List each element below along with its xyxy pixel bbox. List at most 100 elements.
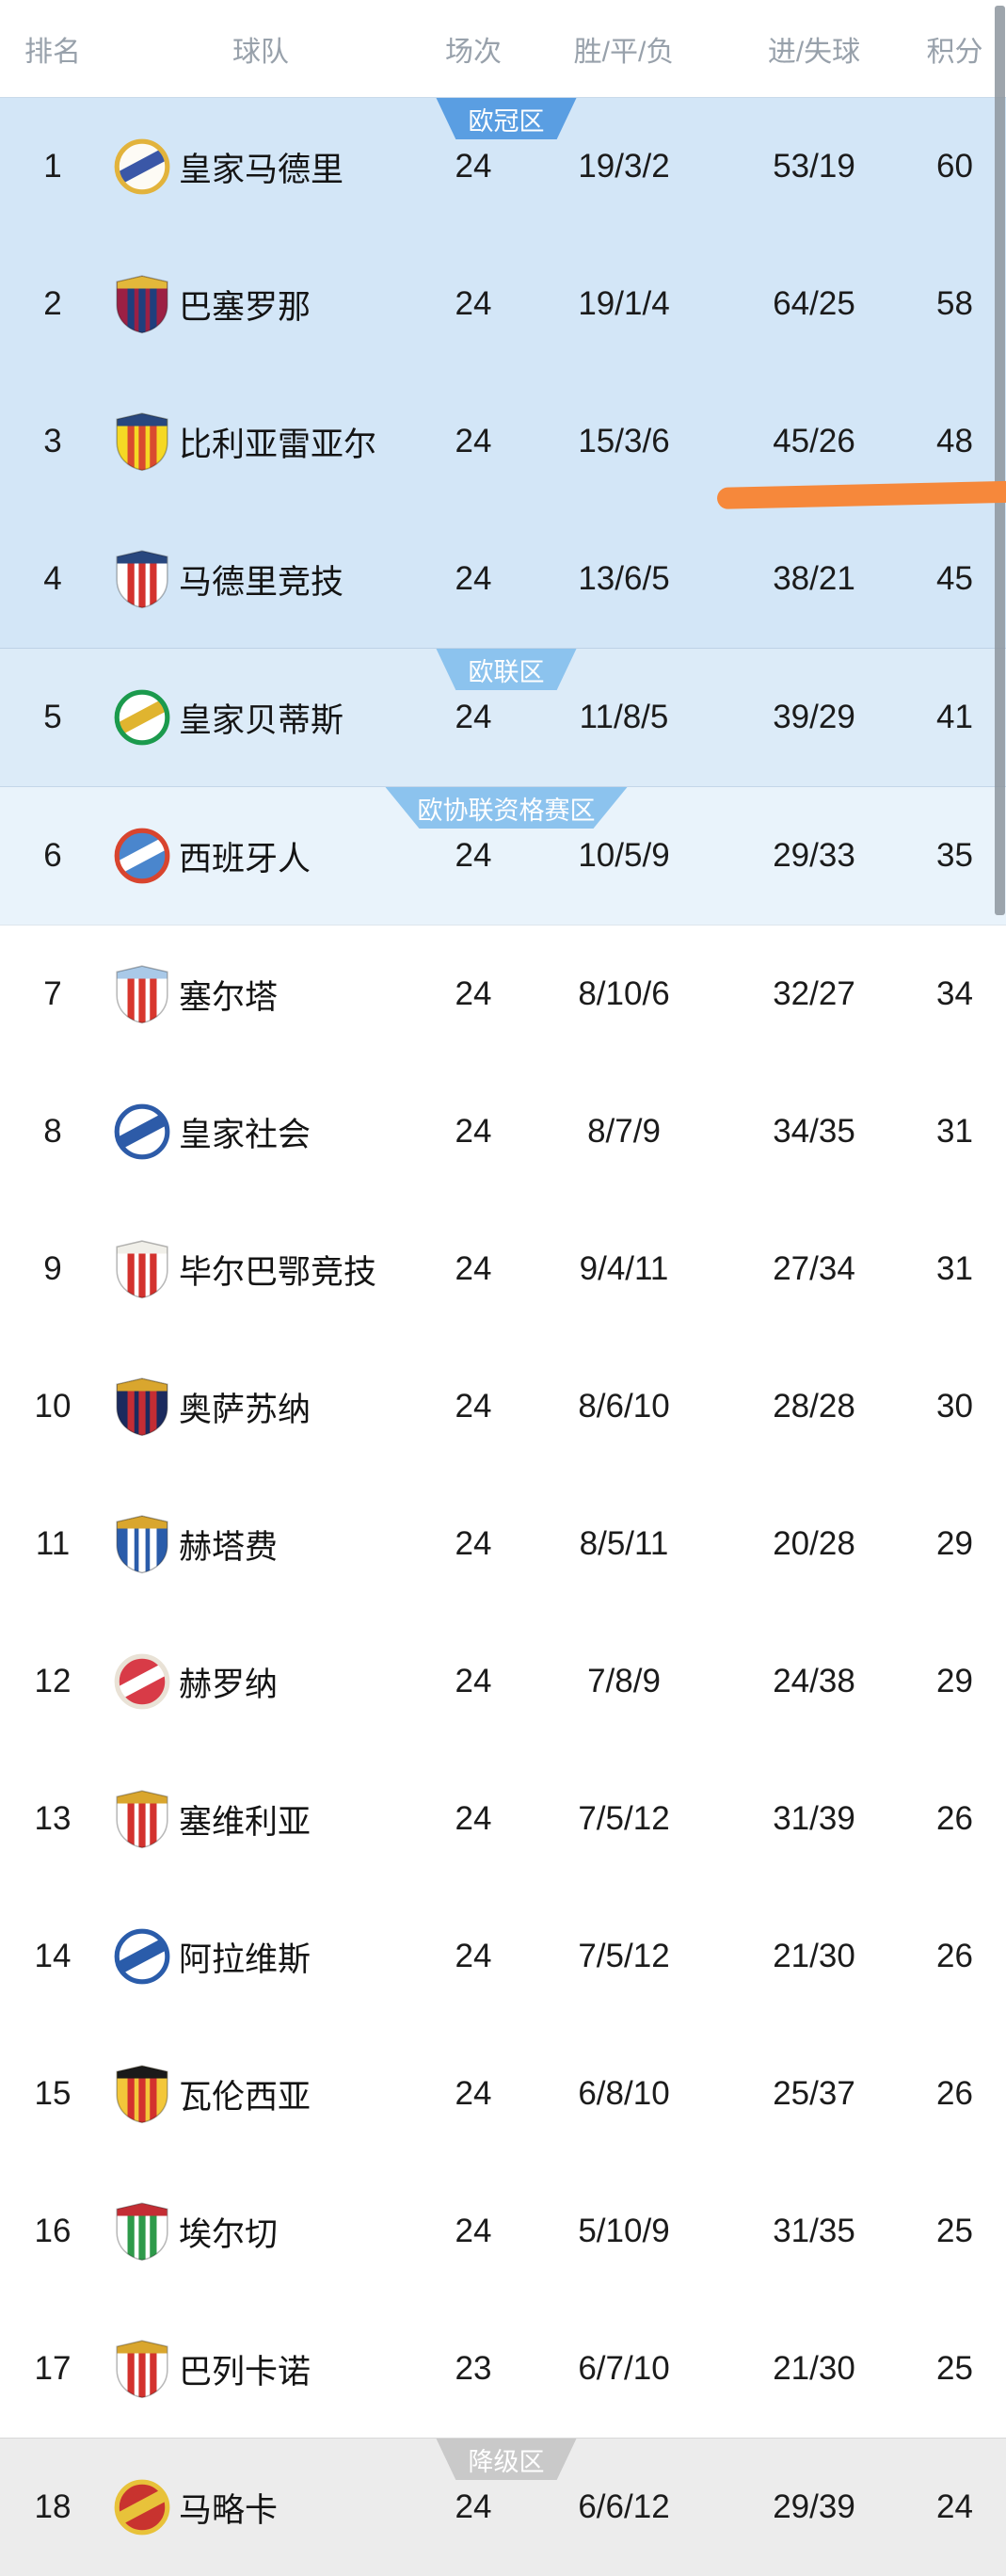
- girona-crest: [105, 1650, 179, 1713]
- table-row[interactable]: 10 奥萨苏纳 24 8/6/10 28/28 30: [0, 1338, 1006, 1475]
- wdl-cell: 7/5/12: [578, 1800, 670, 1837]
- table-row[interactable]: 8 皇家社会 24 8/7/9 34/35 31: [0, 1063, 1006, 1200]
- elche-crest: [105, 2200, 179, 2262]
- table-row[interactable]: 4 马德里竞技 24 13/6/5 38/21 45: [0, 510, 1006, 648]
- table-row[interactable]: 3 比利亚雷亚尔 24 15/3/6 45/26 48: [0, 373, 1006, 510]
- team-name: 塞尔塔: [179, 978, 279, 1016]
- points-cell: 31: [936, 1250, 973, 1287]
- played-cell: 24: [455, 699, 492, 735]
- rank-cell: 3: [43, 423, 62, 459]
- team-name: 塞维利亚: [179, 1803, 311, 1841]
- goals-cell: 29/33: [773, 837, 855, 874]
- table-row[interactable]: 17 巴列卡诺 23 6/7/10 21/30 25: [0, 2300, 1006, 2438]
- goals-cell: 25/37: [773, 2075, 855, 2112]
- points-cell: 58: [936, 285, 973, 322]
- table-row[interactable]: 15 瓦伦西亚 24 6/8/10 25/37 26: [0, 2025, 1006, 2163]
- barcelona-crest: [105, 273, 179, 335]
- team-name: 赫罗纳: [179, 1666, 279, 1703]
- points-cell: 41: [936, 699, 973, 735]
- getafe-crest: [105, 1513, 179, 1575]
- crest-image: [114, 2479, 170, 2536]
- crest-image: [116, 1240, 168, 1299]
- crest-image: [116, 1515, 168, 1574]
- points-cell: 26: [936, 1938, 973, 1974]
- rank-cell: 17: [34, 2350, 72, 2387]
- table-row[interactable]: 5 皇家贝蒂斯 24 11/8/5 39/29 41: [0, 649, 1006, 786]
- team-name: 巴列卡诺: [179, 2353, 311, 2391]
- team-name: 西班牙人: [179, 840, 311, 877]
- table-row[interactable]: 1 皇家马德里 24 19/3/2 53/19 60: [0, 98, 1006, 235]
- table-row[interactable]: 12 赫罗纳 24 7/8/9 24/38 29: [0, 1613, 1006, 1750]
- table-row[interactable]: 18 马略卡 24 6/6/12 29/39 24: [0, 2439, 1006, 2576]
- scrollbar-thumb[interactable]: [995, 6, 1005, 915]
- points-cell: 35: [936, 837, 973, 874]
- goals-cell: 53/19: [773, 148, 855, 185]
- played-cell: 23: [455, 2350, 492, 2387]
- zone-relegation: 降级区 18 马略卡 24 6/6/12 29/39 24: [0, 2438, 1006, 2576]
- table-row[interactable]: 16 埃尔切 24 5/10/9 31/35 25: [0, 2163, 1006, 2300]
- col-header-played: 场次: [445, 36, 502, 68]
- wdl-cell: 10/5/9: [578, 837, 670, 874]
- zone-europa-league: 欧联区 5 皇家贝蒂斯 24 11/8/5 39/29 41: [0, 648, 1006, 786]
- team-name: 阿拉维斯: [179, 1940, 311, 1978]
- wdl-cell: 19/1/4: [578, 285, 670, 322]
- villarreal-crest: [105, 411, 179, 473]
- goals-cell: 31/35: [773, 2213, 855, 2249]
- table-row[interactable]: 6 西班牙人 24 10/5/9 29/33 35: [0, 787, 1006, 925]
- points-cell: 25: [936, 2350, 973, 2387]
- rank-cell: 16: [34, 2213, 72, 2249]
- crest-image: [116, 2065, 168, 2124]
- points-cell: 34: [936, 975, 973, 1012]
- sevilla-crest: [105, 1788, 179, 1850]
- goals-cell: 29/39: [773, 2488, 855, 2525]
- crest-image: [116, 2202, 168, 2262]
- table-row[interactable]: 9 毕尔巴鄂竞技 24 9/4/11 27/34 31: [0, 1200, 1006, 1338]
- atletico-madrid-crest: [105, 548, 179, 610]
- team-name: 埃尔切: [179, 2215, 279, 2253]
- points-cell: 45: [936, 560, 973, 597]
- rank-cell: 14: [34, 1938, 72, 1974]
- zone-midtable: 7 塞尔塔 24 8/10/6 32/27 34 8 皇家社会 24 8/7/9…: [0, 925, 1006, 2438]
- wdl-cell: 8/10/6: [578, 975, 670, 1012]
- wdl-cell: 6/7/10: [578, 2350, 670, 2387]
- goals-cell: 27/34: [773, 1250, 855, 1287]
- rayo-vallecano-crest: [105, 2338, 179, 2400]
- zone-badge-relegation: 降级区: [436, 2439, 577, 2480]
- crest-image: [116, 1377, 168, 1437]
- played-cell: 24: [455, 560, 492, 597]
- wdl-cell: 7/8/9: [587, 1663, 661, 1699]
- played-cell: 24: [455, 1800, 492, 1837]
- rank-cell: 4: [43, 560, 62, 597]
- zone-conference-league: 欧协联资格赛区 6 西班牙人 24 10/5/9 29/33 35: [0, 786, 1006, 925]
- rank-cell: 13: [34, 1800, 72, 1837]
- col-header-rank: 排名: [24, 36, 81, 68]
- table-row[interactable]: 11 赫塔费 24 8/5/11 20/28 29: [0, 1475, 1006, 1613]
- rank-cell: 15: [34, 2075, 72, 2112]
- team-name: 比利亚雷亚尔: [179, 426, 377, 463]
- played-cell: 24: [455, 837, 492, 874]
- table-row[interactable]: 2 巴塞罗那 24 19/1/4 64/25 58: [0, 235, 1006, 373]
- played-cell: 24: [455, 2213, 492, 2249]
- crest-image: [114, 138, 170, 195]
- played-cell: 24: [455, 1113, 492, 1150]
- team-name: 瓦伦西亚: [179, 2078, 311, 2116]
- team-name: 马德里竞技: [179, 563, 344, 601]
- goals-cell: 20/28: [773, 1525, 855, 1562]
- points-cell: 60: [936, 148, 973, 185]
- crest-image: [114, 1653, 170, 1710]
- wdl-cell: 8/6/10: [578, 1388, 670, 1425]
- table-row[interactable]: 14 阿拉维斯 24 7/5/12 21/30 26: [0, 1888, 1006, 2025]
- wdl-cell: 6/6/12: [578, 2488, 670, 2525]
- points-cell: 29: [936, 1663, 973, 1699]
- crest-image: [114, 689, 170, 746]
- table-row[interactable]: 7 塞尔塔 24 8/10/6 32/27 34: [0, 926, 1006, 1063]
- osasuna-crest: [105, 1376, 179, 1438]
- zone-champions-league: 欧冠区 1 皇家马德里 24 19/3/2 53/19 60 2 巴塞罗那 24…: [0, 97, 1006, 648]
- goals-cell: 28/28: [773, 1388, 855, 1425]
- table-row[interactable]: 13 塞维利亚 24 7/5/12 31/39 26: [0, 1750, 1006, 1888]
- played-cell: 24: [455, 1938, 492, 1974]
- celta-vigo-crest: [105, 963, 179, 1025]
- alaves-crest: [105, 1925, 179, 1988]
- real-sociedad-crest: [105, 1101, 179, 1163]
- zone-badge-conference: 欧协联资格赛区: [385, 787, 628, 829]
